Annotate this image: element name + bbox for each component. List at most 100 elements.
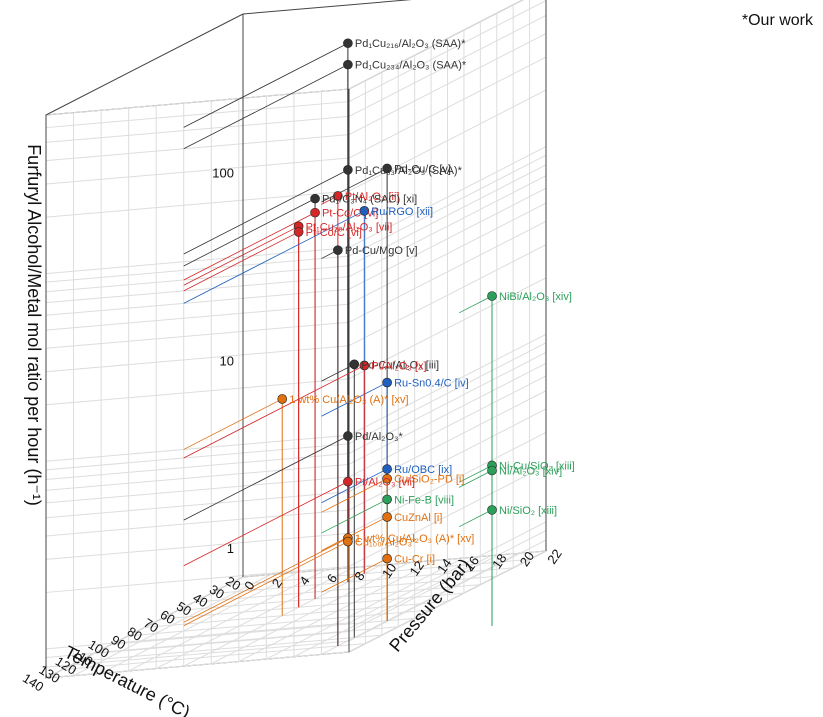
- grid-line: [62, 643, 366, 671]
- grid-line: [348, 521, 547, 624]
- grid-line: [128, 569, 326, 672]
- x-tick-label: 20: [223, 573, 243, 593]
- grid-line: [95, 626, 399, 654]
- z-tick-label: 1: [227, 541, 234, 556]
- projection-line: [321, 363, 355, 382]
- grid-line: [226, 558, 530, 586]
- grid-line: [348, 390, 547, 493]
- grid-line: [348, 530, 547, 632]
- grid-line: [45, 115, 350, 143]
- z-axis-title: Furfuryl Alcohol/Metal mol ratio per hou…: [24, 144, 44, 506]
- grid-line: [348, 539, 547, 642]
- projection-line: [183, 537, 349, 623]
- data-point: [382, 512, 392, 522]
- point-labels: Pd₁Cu₂₁₆/Al₂O₃ (SAA)* Pd₁Cu₂₃₄/Al₂O₃ (SAA…: [289, 38, 575, 565]
- data-point: [343, 431, 353, 441]
- projection-line: [321, 382, 388, 417]
- projection-line: [183, 198, 316, 267]
- grid-line: [45, 157, 350, 185]
- data-point: [487, 465, 497, 476]
- y-tick-label: 22: [544, 546, 565, 566]
- point-label: Pd-Cu/Al₂O₃ [iii]: [361, 359, 439, 371]
- point-label: Pt-Co/C [vi]: [322, 208, 378, 220]
- grid-line: [348, 56, 547, 159]
- point-label: Pd/Al₂O₃*: [355, 431, 404, 443]
- data-point: [382, 473, 392, 484]
- point-label: Ru/OBC [ix]: [394, 464, 452, 476]
- data-point: [343, 165, 353, 175]
- box-walls: [45, 0, 547, 679]
- grid-line: [348, 244, 547, 347]
- data-point: [343, 38, 353, 49]
- grid-line: [45, 576, 244, 679]
- point-label: Pt-Co/C [vi]: [306, 227, 362, 239]
- grid-line: [45, 640, 350, 668]
- grid-line: [348, 342, 547, 445]
- y-tick-label: 12: [406, 558, 427, 578]
- grid-line: [348, 0, 524, 90]
- grid-line: [45, 622, 350, 650]
- grid-line: [321, 552, 519, 655]
- x-tick-label: 90: [108, 632, 128, 652]
- data-point: [333, 191, 343, 201]
- y-tick-label: 10: [379, 560, 400, 580]
- projection-line: [458, 509, 493, 528]
- grid-line: [348, 431, 547, 534]
- projection-line: [183, 212, 316, 281]
- grid-line: [45, 651, 350, 679]
- point-label: Cu-Cr [i]: [394, 554, 435, 566]
- data-point: [343, 536, 353, 547]
- grid-line: [73, 574, 271, 677]
- data-point: [382, 377, 392, 388]
- y-tick-label: 14: [434, 556, 455, 576]
- grid-line: [348, 164, 547, 267]
- point-label: Pt/Al₂O₃ [x]: [371, 360, 426, 372]
- projection-line: [458, 470, 493, 488]
- grid-line: [348, 362, 547, 465]
- point-label: Ni/Al₂O₃ [xiv]: [499, 466, 562, 478]
- data-point: [359, 206, 370, 216]
- grid-line: [155, 567, 354, 669]
- grid-line: [293, 555, 492, 658]
- data-point: [277, 394, 288, 404]
- projection-line: [183, 481, 349, 567]
- grid-line: [348, 14, 547, 117]
- data-point: [382, 553, 392, 564]
- point-label: Pd₁Cu₂₁₆/Al₂O₃ (SAA)*: [355, 38, 466, 50]
- grid-line: [45, 88, 350, 116]
- projection-line: [183, 365, 365, 459]
- data-point: [487, 505, 497, 515]
- grid-line: [348, 154, 547, 257]
- grid-line: [348, 375, 547, 478]
- grid-line: [45, 101, 350, 129]
- box-edge: [242, 0, 413, 15]
- point-label: Ru-Sn0.4/C [iv]: [394, 378, 469, 390]
- x-tick-label: 80: [125, 624, 145, 644]
- data-point: [382, 464, 392, 474]
- point-label: Cu₁₀₀/Al₂O₃*: [355, 537, 417, 549]
- grid-line: [348, 202, 547, 305]
- grid-lines: [45, 0, 547, 679]
- grid-line: [111, 617, 415, 645]
- grid-line: [210, 567, 514, 595]
- point-label: Cu/SiO₂-PD [i]: [394, 474, 464, 486]
- point-label: Pd-Cu/MgO [v]: [345, 245, 418, 257]
- grid-line: [348, 33, 547, 136]
- projection-line: [321, 468, 388, 504]
- projection-line: [321, 516, 388, 551]
- projection-line: [183, 210, 365, 304]
- grid-line: [348, 146, 547, 249]
- point-label: Ni-Fe-B [viii]: [394, 494, 454, 506]
- grid-line: [348, 175, 547, 278]
- data-point: [293, 227, 304, 237]
- grid-line: [45, 134, 350, 162]
- point-label: Pt₁Cu₂₀/Al₂O₃ [vii]: [306, 221, 393, 233]
- projection-line: [183, 64, 349, 150]
- y-tick-label: 20: [517, 549, 538, 569]
- our-work-note: *Our work: [741, 12, 813, 29]
- x-tick-label: 30: [207, 582, 227, 602]
- grid-line: [348, 277, 547, 380]
- data-point: [310, 207, 320, 218]
- projection-line: [183, 225, 299, 286]
